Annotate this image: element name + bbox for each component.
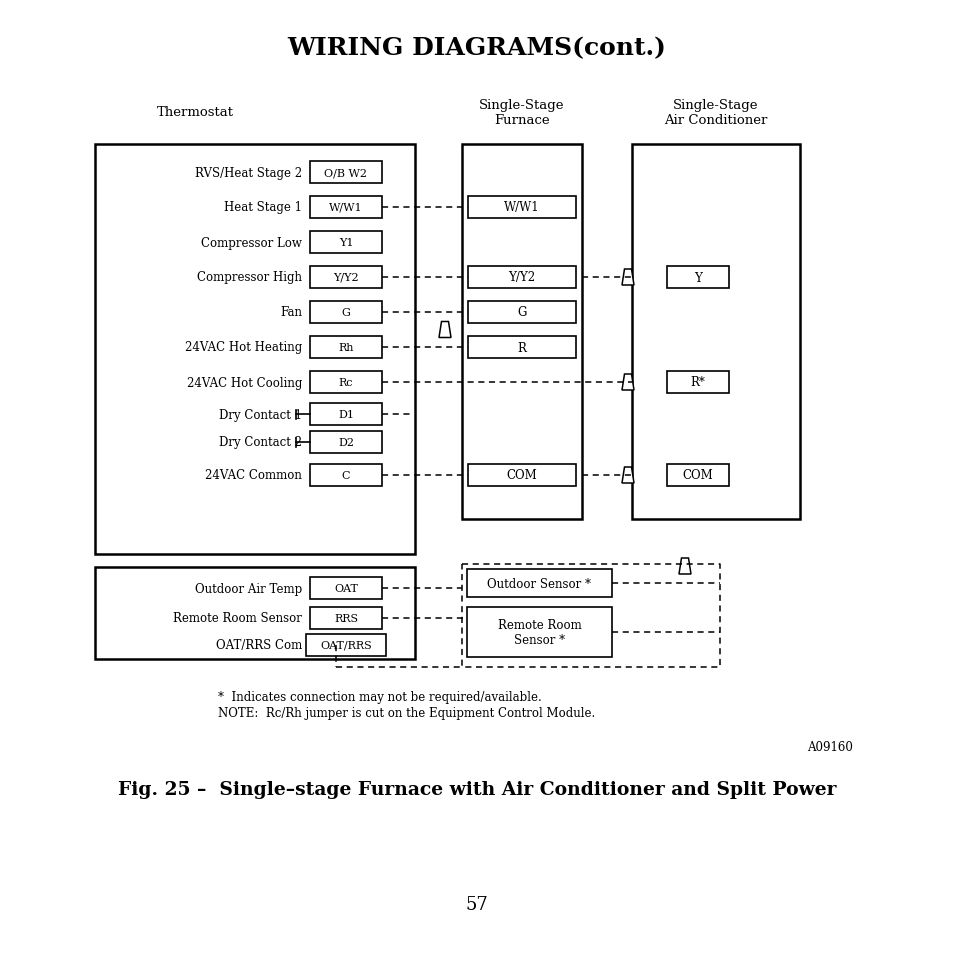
Bar bbox=[310, 196, 381, 219]
Text: 24VAC Hot Heating: 24VAC Hot Heating bbox=[185, 341, 302, 355]
Bar bbox=[468, 267, 576, 289]
Text: Furnace: Furnace bbox=[494, 113, 549, 127]
Text: Single-Stage: Single-Stage bbox=[673, 98, 758, 112]
Bar bbox=[631, 145, 800, 519]
Text: COM: COM bbox=[682, 469, 713, 482]
Text: Fig. 25 –  Single–stage Furnace with Air Conditioner and Split Power: Fig. 25 – Single–stage Furnace with Air … bbox=[117, 781, 836, 799]
Text: RVS/Heat Stage 2: RVS/Heat Stage 2 bbox=[194, 167, 302, 179]
Bar bbox=[468, 196, 576, 219]
Text: Dry Contact 2: Dry Contact 2 bbox=[219, 436, 302, 449]
Text: Single-Stage: Single-Stage bbox=[478, 98, 564, 112]
Text: Compressor Low: Compressor Low bbox=[201, 236, 302, 250]
Text: OAT: OAT bbox=[334, 583, 357, 594]
Bar bbox=[95, 567, 415, 659]
Bar bbox=[468, 302, 576, 324]
Text: R*: R* bbox=[690, 376, 704, 389]
Bar bbox=[310, 336, 381, 358]
Text: Rc: Rc bbox=[338, 377, 353, 388]
Text: OAT/RRS Com: OAT/RRS Com bbox=[215, 639, 302, 652]
Text: COM: COM bbox=[506, 469, 537, 482]
Text: Remote Room Sensor: Remote Room Sensor bbox=[172, 612, 302, 625]
Bar bbox=[310, 232, 381, 253]
Text: WIRING DIAGRAMS(cont.): WIRING DIAGRAMS(cont.) bbox=[287, 36, 666, 60]
Text: W/W1: W/W1 bbox=[329, 203, 362, 213]
Bar bbox=[95, 145, 415, 555]
Bar bbox=[310, 432, 381, 454]
Bar bbox=[468, 336, 576, 358]
Text: R: R bbox=[517, 341, 526, 355]
Text: A09160: A09160 bbox=[806, 740, 852, 754]
Text: D1: D1 bbox=[337, 410, 354, 419]
Bar bbox=[468, 464, 576, 486]
Text: W/W1: W/W1 bbox=[503, 201, 539, 214]
Polygon shape bbox=[621, 270, 634, 286]
Text: Remote Room
Sensor *: Remote Room Sensor * bbox=[497, 618, 580, 646]
Text: OAT/RRS: OAT/RRS bbox=[320, 640, 372, 650]
Text: Heat Stage 1: Heat Stage 1 bbox=[224, 201, 302, 214]
Bar bbox=[467, 569, 612, 598]
Text: G: G bbox=[341, 308, 350, 317]
Text: G: G bbox=[517, 306, 526, 319]
Text: Outdoor Air Temp: Outdoor Air Temp bbox=[194, 582, 302, 595]
Bar bbox=[310, 403, 381, 426]
Text: Rh: Rh bbox=[338, 343, 354, 353]
Text: Outdoor Sensor *: Outdoor Sensor * bbox=[487, 577, 591, 590]
Text: Fan: Fan bbox=[280, 306, 302, 319]
Bar bbox=[310, 578, 381, 599]
Text: Y/Y2: Y/Y2 bbox=[508, 272, 535, 284]
Polygon shape bbox=[621, 375, 634, 391]
Polygon shape bbox=[438, 322, 451, 338]
Bar bbox=[310, 372, 381, 394]
Bar bbox=[310, 302, 381, 324]
Polygon shape bbox=[621, 468, 634, 483]
Text: Y1: Y1 bbox=[338, 237, 353, 248]
Bar bbox=[666, 267, 728, 289]
Text: 24VAC Hot Cooling: 24VAC Hot Cooling bbox=[187, 376, 302, 389]
Text: Compressor High: Compressor High bbox=[196, 272, 302, 284]
Text: NOTE:  Rc/Rh jumper is cut on the Equipment Control Module.: NOTE: Rc/Rh jumper is cut on the Equipme… bbox=[218, 707, 595, 720]
Text: *  Indicates connection may not be required/available.: * Indicates connection may not be requir… bbox=[218, 691, 541, 703]
Bar bbox=[310, 267, 381, 289]
Text: Air Conditioner: Air Conditioner bbox=[663, 113, 767, 127]
Text: RRS: RRS bbox=[334, 614, 357, 623]
Bar bbox=[310, 162, 381, 184]
Text: 24VAC Common: 24VAC Common bbox=[205, 469, 302, 482]
Text: D2: D2 bbox=[337, 437, 354, 448]
Polygon shape bbox=[679, 558, 690, 575]
Text: Thermostat: Thermostat bbox=[156, 106, 233, 118]
Text: Dry Contact 1: Dry Contact 1 bbox=[219, 408, 302, 421]
Bar bbox=[306, 635, 386, 657]
Text: Y/Y2: Y/Y2 bbox=[333, 273, 358, 283]
Bar bbox=[461, 145, 581, 519]
Bar bbox=[666, 464, 728, 486]
Text: C: C bbox=[341, 471, 350, 480]
Bar bbox=[310, 607, 381, 629]
Bar bbox=[467, 607, 612, 658]
Bar bbox=[310, 464, 381, 486]
Bar bbox=[666, 372, 728, 394]
Text: 57: 57 bbox=[465, 895, 488, 913]
Text: Y: Y bbox=[694, 272, 701, 284]
Text: O/B W2: O/B W2 bbox=[324, 168, 367, 178]
